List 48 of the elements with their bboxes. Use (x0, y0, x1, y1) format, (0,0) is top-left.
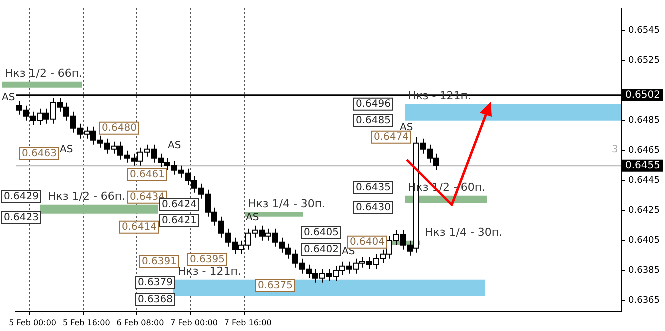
ref-line-label: 0.6502 (626, 90, 661, 101)
annotation: 0.6379 (138, 278, 173, 289)
x-tick-label: 5 Feb 16:00 (62, 318, 110, 328)
annotation: AS (246, 212, 260, 224)
y-tick-label: 0.6525 (628, 56, 660, 66)
annotation: AS (400, 122, 414, 134)
annotation: 0.6435 (356, 182, 391, 194)
y-tick-label: 0.6465 (628, 146, 660, 156)
band-label: Нкз 1/2 - 66п. (48, 190, 126, 203)
y-tick-label: 0.6485 (628, 116, 660, 126)
y-tick-label: 0.6385 (628, 266, 660, 276)
annotation: 0.6461 (130, 169, 165, 180)
annotation: 0.6395 (190, 254, 225, 266)
annotation: 0.6368 (138, 294, 173, 306)
band-label: Нкз - 121п. (178, 264, 242, 278)
annotation: 0.6391 (142, 256, 177, 268)
x-tick-label: 5 Feb 00:00 (9, 318, 57, 328)
y-tick-label: 0.6405 (628, 236, 660, 246)
text: AS (2, 92, 16, 104)
annotation: 3 (612, 144, 618, 156)
band-label: Нкз 1/4 - 30п. (425, 226, 503, 239)
ref-line-label: 0.6455 (626, 160, 661, 172)
annotation: 0.6480 (102, 122, 137, 134)
x-tick-label: 7 Feb 16:00 (224, 318, 272, 328)
x-tick-label: 7 Feb 00:00 (170, 318, 218, 328)
annotation: 0.6429 (4, 192, 39, 203)
annotation: 0.6463 (22, 148, 57, 160)
y-tick-label: 0.6545 (628, 26, 660, 36)
x-tick-label: 6 Feb 08:00 (116, 318, 164, 328)
annotation: 0.6485 (356, 115, 391, 126)
annotation: 0.6402 (304, 244, 339, 256)
annotation: 0.6496 (356, 98, 391, 110)
annotation: 0.6414 (122, 222, 157, 233)
band-label: Нкз 1/4 - 30п. (248, 197, 326, 210)
band-label: Нкз 1/2 - 66п. (5, 66, 83, 80)
annotation: 0.6474 (374, 132, 409, 143)
annotation: 0.6404 (350, 236, 385, 248)
y-tick-label: 0.6445 (628, 176, 660, 186)
annotation: 0.6430 (356, 202, 391, 214)
annotation: 0.6423 (4, 212, 39, 224)
y-tick-label: 0.6365 (628, 296, 660, 306)
annotation: AS (60, 144, 74, 156)
annotation: AS (168, 140, 182, 152)
annotation: 0.6375 (258, 280, 293, 292)
annotation: 0.6421 (162, 216, 197, 227)
annotation: 0.6424 (162, 200, 197, 211)
y-tick-label: 0.6425 (628, 206, 660, 216)
annotation: 0.6405 (304, 228, 339, 239)
